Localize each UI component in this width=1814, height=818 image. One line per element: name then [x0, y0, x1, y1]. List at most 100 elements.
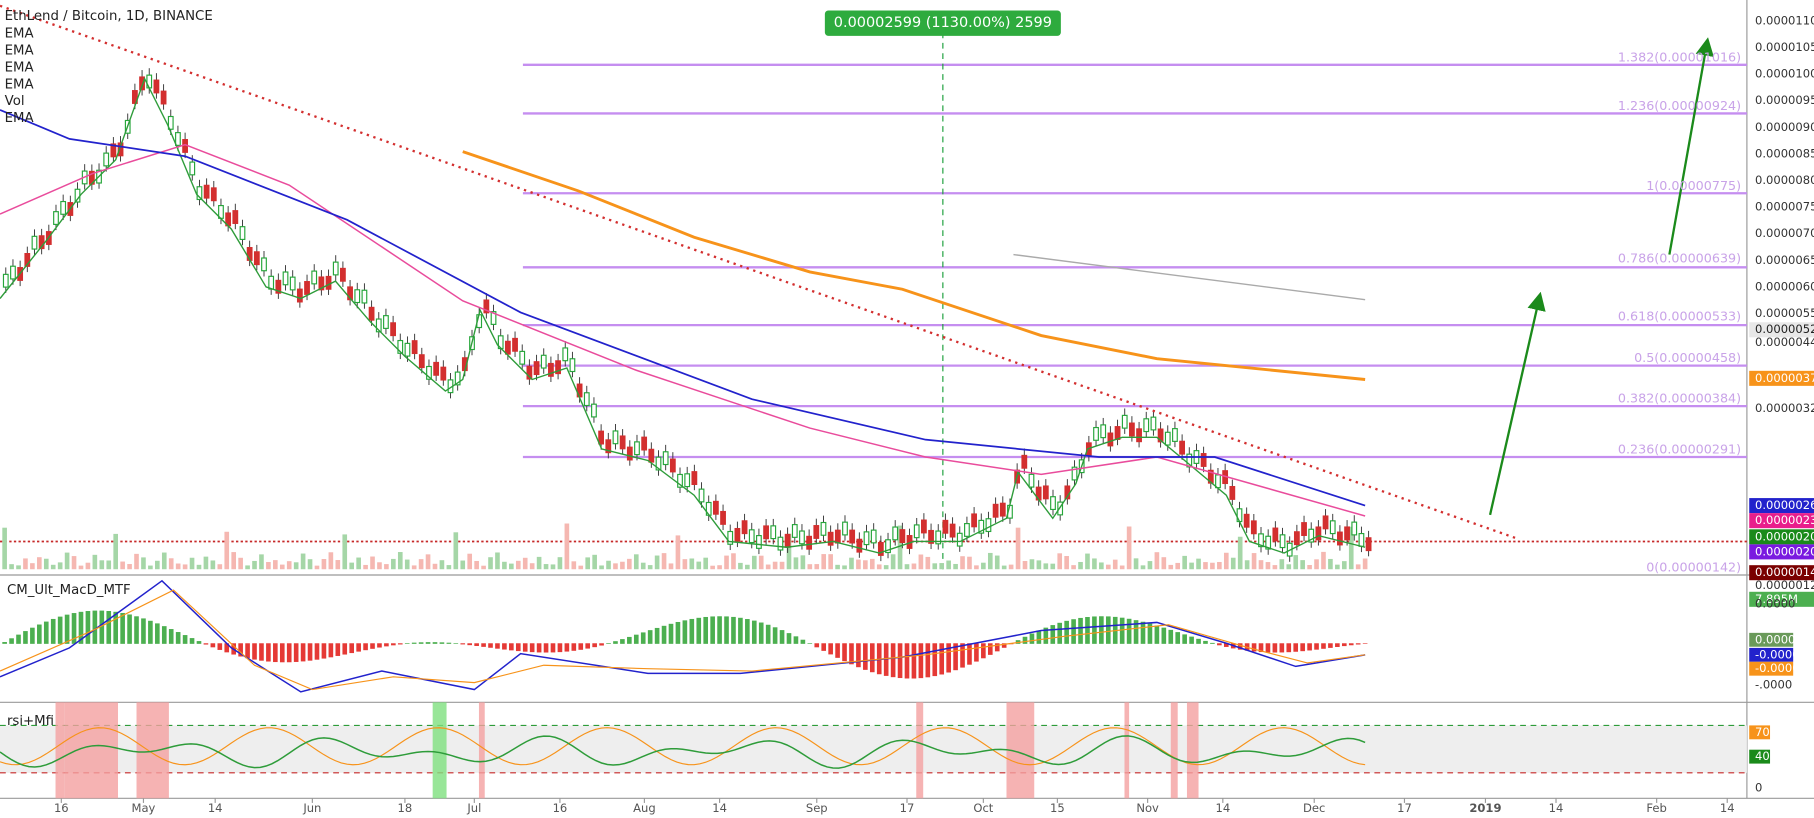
macd-hist: [696, 617, 702, 644]
label: 40: [1755, 749, 1770, 763]
volume-bar: [689, 558, 695, 570]
candle-body: [203, 184, 210, 199]
volume-bar: [23, 558, 28, 570]
macd-hist: [495, 643, 500, 649]
rsi-highlight: [1186, 702, 1199, 799]
macd-hist: [1210, 642, 1215, 644]
candle-body: [1042, 485, 1049, 500]
candle-body: [1164, 431, 1171, 446]
candle-body: [949, 523, 956, 538]
candle-body: [526, 365, 533, 380]
macd-hist: [168, 629, 174, 644]
volume-bar: [960, 556, 965, 570]
candle-body: [325, 275, 332, 290]
macd-hist: [314, 643, 320, 660]
macd-hist: [127, 614, 132, 644]
candle-body: [318, 276, 325, 291]
macd-hist: [363, 643, 368, 651]
volume-bar: [286, 561, 292, 570]
candle-body: [806, 535, 813, 550]
label: Sep: [806, 801, 828, 815]
candle-body: [813, 525, 820, 539]
macd-hist: [1078, 617, 1083, 644]
volume-bar: [238, 557, 243, 570]
candle-body: [1258, 533, 1264, 548]
candle-body: [60, 200, 67, 215]
macd-hist: [293, 643, 299, 662]
candle-body: [1071, 466, 1078, 481]
label: 0.00000520: [1755, 322, 1814, 336]
macd-hist: [502, 643, 507, 650]
label: 0.00001050: [1755, 40, 1814, 54]
macd-hist: [85, 611, 91, 644]
candle-body: [856, 538, 863, 553]
volume-bar: [647, 565, 653, 570]
label: 2019: [1469, 801, 1501, 815]
macd-hist: [863, 643, 868, 670]
candle-body: [655, 456, 662, 471]
candle-body: [275, 279, 282, 294]
macd-hist: [203, 643, 209, 645]
label: 14: [1215, 801, 1230, 815]
label: 0.0000: [1755, 632, 1795, 646]
macd-hist: [210, 643, 216, 648]
macd-hist: [675, 621, 681, 644]
macd-hist: [925, 643, 931, 678]
volume-bar: [502, 561, 507, 570]
rsi-band: [0, 725, 1747, 773]
volume-bar: [869, 558, 875, 570]
candle-body: [842, 521, 848, 536]
candle-body: [1028, 473, 1035, 488]
macd-hist: [509, 643, 514, 651]
macd-hist: [9, 638, 14, 644]
candle-body: [1308, 528, 1315, 543]
candle-body: [490, 311, 497, 325]
macd-hist: [1154, 625, 1160, 644]
macd-hist: [987, 643, 993, 655]
candle-body: [232, 210, 239, 224]
macd-hist: [918, 643, 924, 679]
label: 16: [553, 801, 568, 815]
candle-body: [756, 535, 762, 549]
volume-bar: [946, 560, 951, 570]
label: 0.382(0.00000384): [1618, 391, 1741, 406]
volume-bar: [384, 564, 389, 570]
candle-body: [763, 525, 769, 540]
volume-bar: [1293, 555, 1299, 570]
candle-body: [712, 500, 719, 515]
candle-body: [985, 518, 992, 533]
candle-body: [885, 539, 891, 554]
candle-body: [1322, 515, 1329, 530]
volume-bar: [106, 560, 112, 570]
volume-bar: [99, 560, 105, 570]
macd-hist: [981, 643, 986, 659]
volume-bar: [1237, 536, 1243, 570]
macd-hist: [196, 641, 202, 644]
candle-body: [38, 235, 45, 250]
label: Nov: [1136, 801, 1159, 815]
candle-body: [1215, 474, 1221, 489]
volume-bar: [1126, 526, 1132, 570]
volume-bar: [981, 562, 986, 570]
label: Feb: [1646, 801, 1666, 815]
volume-bar: [536, 556, 542, 570]
volume-bar: [481, 565, 486, 570]
candle-body: [1272, 527, 1279, 542]
volume-bar: [1008, 564, 1014, 570]
volume-bar: [78, 565, 84, 570]
label: EMA: [5, 111, 34, 126]
candle-body: [605, 439, 612, 454]
candle-body: [1337, 531, 1343, 546]
volume-bar: [30, 563, 35, 570]
volume-bar: [1362, 558, 1368, 570]
label: 0.00000440: [1755, 335, 1814, 349]
candle-body: [669, 458, 676, 473]
label: 0.00000600: [1755, 279, 1814, 293]
candle-body: [619, 435, 626, 450]
candle-body: [992, 503, 999, 518]
macd-hist: [779, 630, 785, 644]
volume-bar: [1272, 565, 1278, 570]
candle-body: [132, 90, 138, 104]
